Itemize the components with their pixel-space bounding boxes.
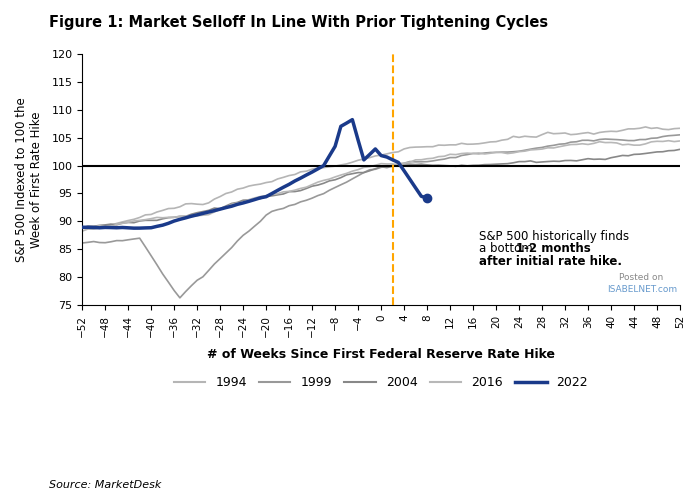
Text: Figure 1: Market Selloff In Line With Prior Tightening Cycles: Figure 1: Market Selloff In Line With Pr… [49, 15, 548, 30]
Text: a bottom: a bottom [479, 242, 536, 256]
Y-axis label: S&P 500 Indexed to 100 the
Week of First Rate Hike: S&P 500 Indexed to 100 the Week of First… [15, 97, 43, 262]
Text: Source: MarketDesk: Source: MarketDesk [49, 480, 162, 490]
X-axis label: # of Weeks Since First Federal Reserve Rate Hike: # of Weeks Since First Federal Reserve R… [207, 348, 555, 361]
Text: after initial rate hike.: after initial rate hike. [479, 256, 622, 268]
Text: Posted on: Posted on [619, 272, 663, 281]
Text: S&P 500 historically finds: S&P 500 historically finds [479, 230, 629, 242]
Legend: 1994, 1999, 2004, 2016, 2022: 1994, 1999, 2004, 2016, 2022 [169, 371, 593, 394]
Text: ISABELNET.com: ISABELNET.com [607, 285, 677, 294]
Text: 1-2 months: 1-2 months [516, 242, 591, 256]
